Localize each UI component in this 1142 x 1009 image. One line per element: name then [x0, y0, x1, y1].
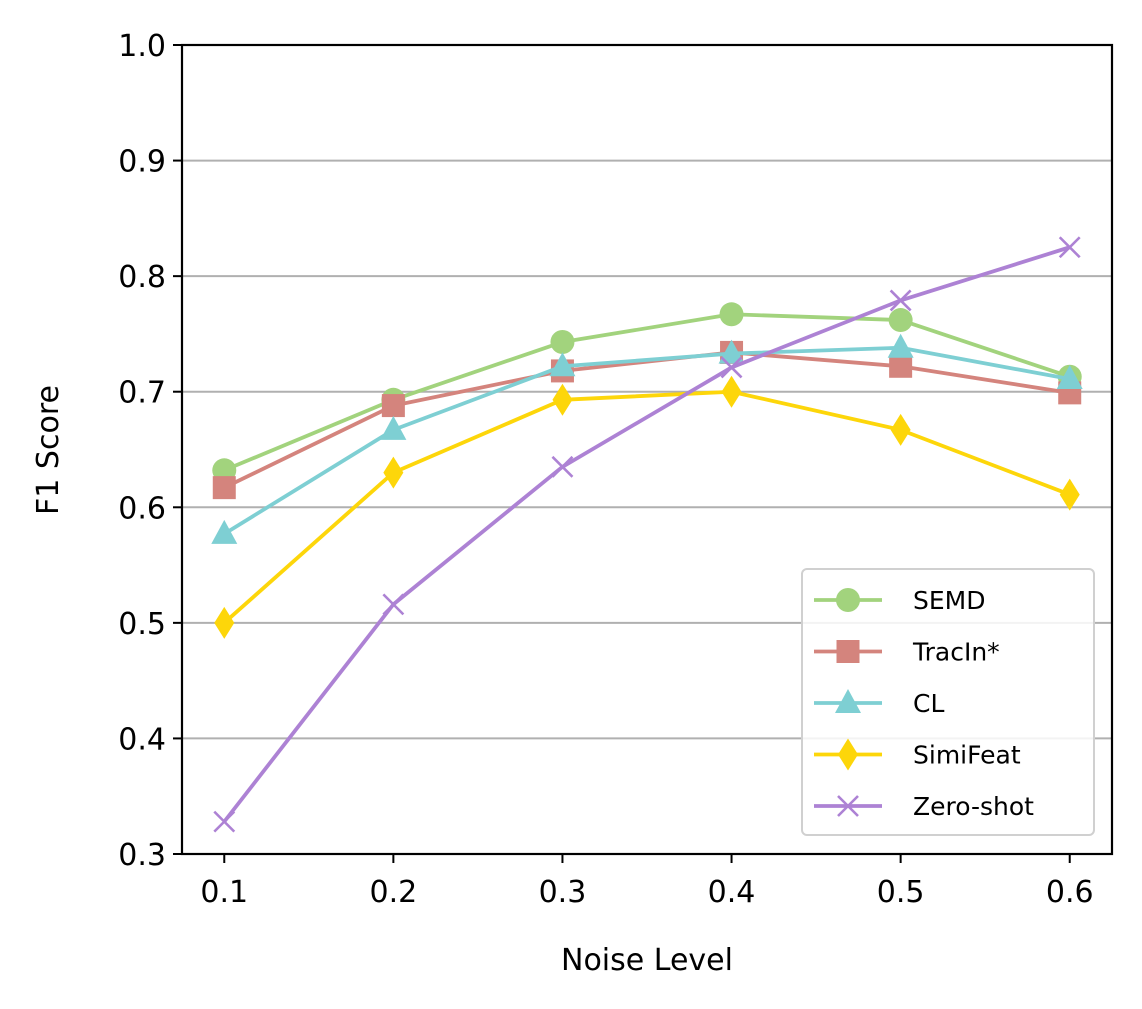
data-point	[887, 333, 914, 358]
y-tick-label: 0.3	[118, 838, 166, 873]
series-zero-shot	[213, 236, 1081, 833]
legend-marker	[836, 640, 860, 663]
data-point	[890, 413, 911, 446]
data-point	[214, 606, 235, 639]
y-tick-label: 0.6	[118, 491, 166, 526]
legend-item: Zero-shot	[814, 792, 1034, 821]
series-line	[223, 389, 1071, 625]
y-tick-label: 0.5	[118, 607, 166, 642]
data-point	[212, 476, 236, 500]
data-point	[381, 394, 405, 418]
legend-item: SEMD	[814, 586, 986, 615]
legend-marker	[835, 689, 861, 713]
legend-label: CL	[913, 689, 944, 718]
y-tick-label: 0.8	[118, 260, 166, 295]
data-point	[211, 519, 238, 544]
data-point	[552, 383, 573, 416]
data-point	[1058, 236, 1081, 259]
data-point	[1056, 365, 1083, 390]
series-line	[223, 345, 1071, 536]
x-axis-title: Noise Level	[561, 943, 733, 978]
x-tick-label: 0.1	[200, 875, 248, 910]
legend: SEMD TracIn* CL SimiFeat Zero-shot	[801, 568, 1095, 836]
y-axis-title: F1 Score	[31, 385, 66, 515]
y-tick-label: 0.7	[118, 376, 166, 411]
legend-label: TracIn*	[912, 638, 1000, 667]
data-point	[380, 415, 407, 440]
series-layer	[211, 236, 1083, 833]
data-point	[550, 330, 575, 355]
data-point	[889, 289, 912, 312]
data-point	[718, 339, 745, 364]
legend-label: Zero-shot	[913, 792, 1034, 821]
y-tick-label: 1.0	[118, 29, 166, 64]
legend-item: SimiFeat	[814, 738, 1021, 771]
legend-label: SEMD	[913, 586, 986, 615]
plot-frame	[180, 43, 1114, 856]
legend-box	[801, 568, 1095, 836]
data-point	[720, 356, 743, 379]
x-tick-label: 0.2	[370, 875, 418, 910]
legend-item: TracIn*	[814, 638, 1000, 667]
data-point	[888, 308, 913, 333]
series-cl	[211, 333, 1083, 544]
data-point	[721, 375, 742, 408]
data-point	[889, 354, 913, 378]
x-tick-label: 0.4	[708, 875, 756, 910]
legend-marker	[838, 738, 858, 771]
data-point	[1059, 478, 1080, 511]
x-tick-label: 0.3	[539, 875, 587, 910]
data-point	[213, 810, 236, 833]
data-point	[551, 455, 574, 478]
legend-marker	[837, 795, 859, 817]
axes: 0.3 0.4 0.5 0.6 0.7 0.8 0.9 1.0 0.1 0.2 0.3 0.4 0.5 0…	[118, 29, 1093, 910]
series-simifeat	[214, 375, 1080, 639]
data-point	[719, 302, 744, 327]
x-tick-label: 0.6	[1046, 875, 1094, 910]
series-line	[222, 245, 1071, 823]
x-tick-label: 0.5	[877, 875, 925, 910]
data-point	[549, 352, 576, 377]
y-tick-label: 0.9	[118, 145, 166, 180]
legend-item: CL	[814, 689, 944, 718]
legend-marker	[836, 588, 860, 612]
series-line	[223, 312, 1071, 473]
data-point	[382, 593, 405, 616]
y-tick-label: 0.4	[118, 722, 166, 757]
legend-label: SimiFeat	[913, 741, 1021, 770]
data-point	[383, 456, 404, 489]
